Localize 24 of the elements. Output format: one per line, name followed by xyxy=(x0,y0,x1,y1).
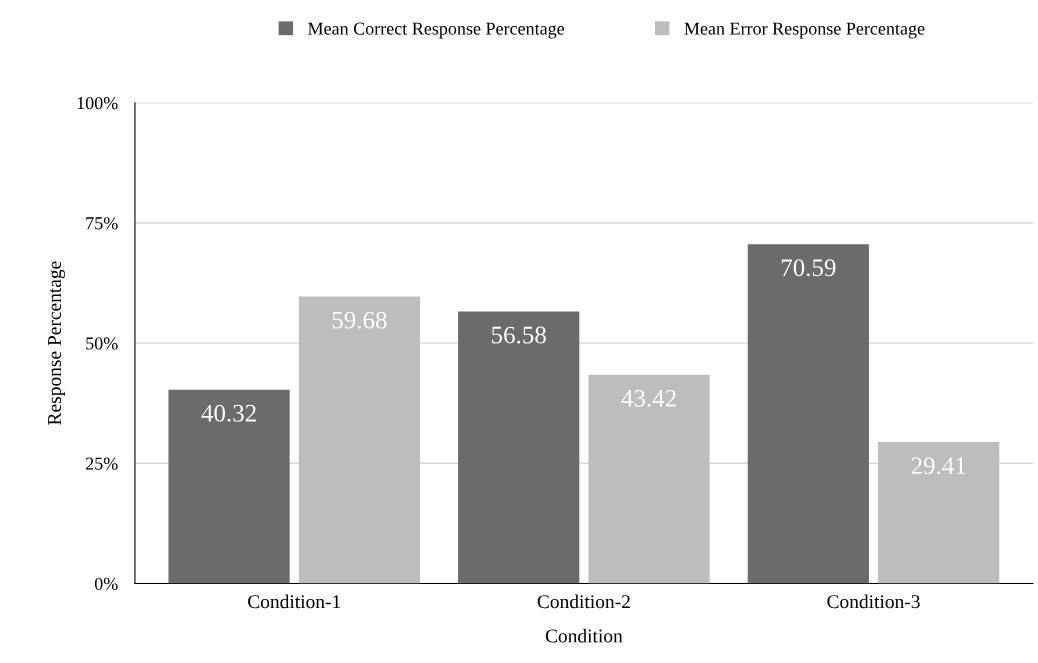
x-tick-label: Condition-1 xyxy=(248,594,341,609)
data-label: 56.58 xyxy=(492,326,546,344)
y-tick-label: 100% xyxy=(77,97,118,110)
legend-label: Mean Error Response Percentage xyxy=(684,22,925,39)
y-tick-label: 25% xyxy=(85,457,118,470)
y-axis-title: Response Percentage xyxy=(48,261,66,425)
bar xyxy=(747,244,869,584)
bar xyxy=(298,296,421,584)
bar xyxy=(168,389,290,584)
data-label: 59.68 xyxy=(332,311,387,329)
bar xyxy=(458,311,580,584)
y-tick-label: 50% xyxy=(86,337,118,350)
data-label: 29.41 xyxy=(911,457,966,475)
data-label: 43.42 xyxy=(621,389,676,407)
y-tick-label: 0% xyxy=(94,577,118,590)
x-axis-title: Condition xyxy=(545,628,623,643)
data-label: 70.59 xyxy=(781,259,836,277)
y-tick-label: 75% xyxy=(86,217,118,230)
x-tick-label: Condition-3 xyxy=(827,594,920,609)
bar xyxy=(588,374,710,584)
data-label: 40.32 xyxy=(201,404,256,422)
bar xyxy=(878,442,1000,584)
legend-label: Mean Correct Response Percentage xyxy=(308,22,565,39)
x-tick-label: Condition-2 xyxy=(537,594,630,609)
